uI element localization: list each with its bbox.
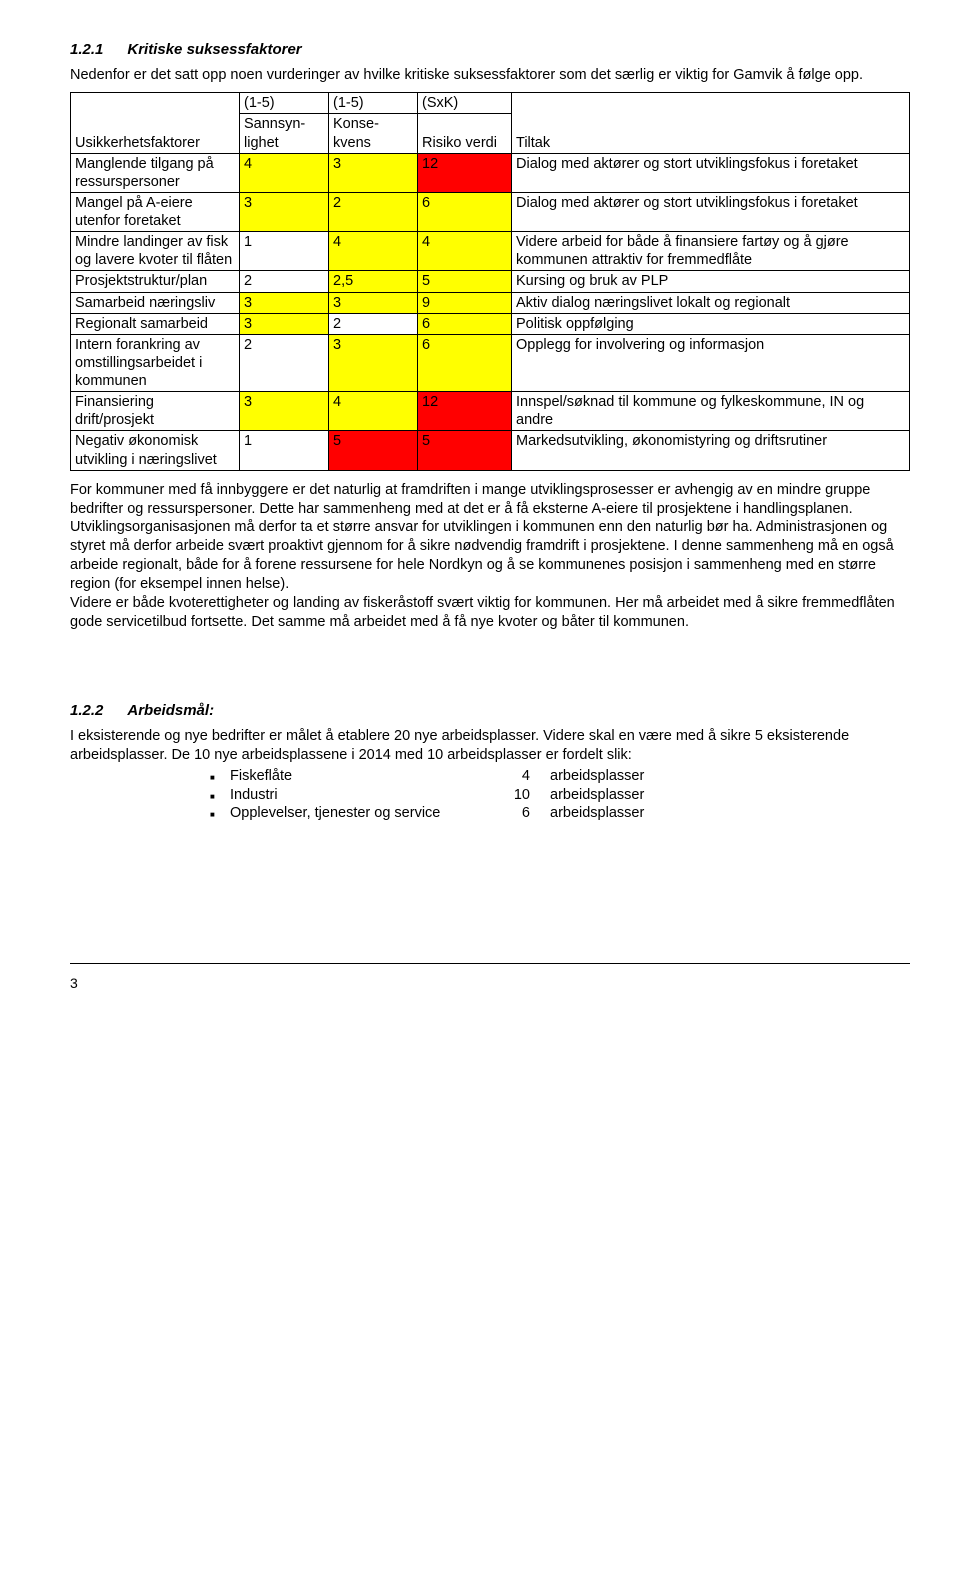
table-row: Mindre landinger av fisk og lavere kvote… <box>71 232 910 271</box>
bullet-list: ■Fiskeflåte4arbeidsplasser■Industri10arb… <box>210 767 910 824</box>
table-row: Samarbeid næringsliv339Aktiv dialog næri… <box>71 292 910 313</box>
table-row: Negativ økonomisk utvikling i næringsliv… <box>71 431 910 470</box>
table-cell: 3 <box>240 292 329 313</box>
table-cell: Regionalt samarbeid <box>71 313 240 334</box>
th-s3: (SxK) <box>418 93 512 114</box>
risk-table: Usikkerhetsfaktorer (1-5) (1-5) (SxK) Ti… <box>70 92 910 470</box>
table-cell: Mangel på A-eiere utenfor foretaket <box>71 192 240 231</box>
table-cell: Dialog med aktører og stort utviklingsfo… <box>512 153 910 192</box>
table-cell: Mindre landinger av fisk og lavere kvote… <box>71 232 240 271</box>
bullet-label: Opplevelser, tjenester og service <box>230 804 490 823</box>
table-cell: 5 <box>329 431 418 470</box>
table-cell: 5 <box>418 271 512 292</box>
th-usik: Usikkerhetsfaktorer <box>71 93 240 153</box>
table-cell: 3 <box>240 313 329 334</box>
section-heading: 1.2.1 Kritiske suksessfaktorer <box>70 40 910 60</box>
table-cell: Dialog med aktører og stort utviklingsfo… <box>512 192 910 231</box>
table-row: Mangel på A-eiere utenfor foretaket326Di… <box>71 192 910 231</box>
page-number: 3 <box>70 974 910 992</box>
table-cell: 2 <box>240 271 329 292</box>
list-item: ■Fiskeflåte4arbeidsplasser <box>210 767 910 786</box>
bullet-icon: ■ <box>210 792 230 802</box>
table-cell: Kursing og bruk av PLP <box>512 271 910 292</box>
table-cell: Manglende tilgang på ressurspersoner <box>71 153 240 192</box>
paragraph: Videre er både kvoterettigheter og landi… <box>70 594 910 632</box>
table-row: Finansiering drift/prosjekt3412Innspel/s… <box>71 392 910 431</box>
table-row: Intern forankring av omstillingsarbeidet… <box>71 334 910 391</box>
table-cell: Opplegg for involvering og informasjon <box>512 334 910 391</box>
table-cell: Politisk oppfølging <box>512 313 910 334</box>
table-cell: 2,5 <box>329 271 418 292</box>
bullet-number: 6 <box>490 804 550 823</box>
table-cell: 2 <box>329 313 418 334</box>
th-sann: Sannsyn-lighet <box>240 114 329 153</box>
table-cell: Markedsutvikling, økonomistyring og drif… <box>512 431 910 470</box>
table-cell: 3 <box>240 192 329 231</box>
table-cell: 4 <box>418 232 512 271</box>
section-number: 1.2.1 <box>70 40 103 60</box>
bullet-label: Fiskeflåte <box>230 767 490 786</box>
table-cell: 4 <box>329 392 418 431</box>
section-intro: Nedenfor er det satt opp noen vurderinge… <box>70 66 910 85</box>
th-kons: Konse-kvens <box>329 114 418 153</box>
bullet-number: 4 <box>490 767 550 786</box>
th-s1: (1-5) <box>240 93 329 114</box>
list-item: ■Opplevelser, tjenester og service6arbei… <box>210 804 910 823</box>
table-cell: 3 <box>240 392 329 431</box>
table-cell: Aktiv dialog næringslivet lokalt og regi… <box>512 292 910 313</box>
table-cell: Finansiering drift/prosjekt <box>71 392 240 431</box>
table-cell: 1 <box>240 431 329 470</box>
table-row: Prosjektstruktur/plan22,55Kursing og bru… <box>71 271 910 292</box>
section-intro: I eksisterende og nye bedrifter er målet… <box>70 727 910 765</box>
table-cell: 3 <box>329 153 418 192</box>
table-cell: 12 <box>418 392 512 431</box>
bullet-unit: arbeidsplasser <box>550 786 644 805</box>
table-cell: 9 <box>418 292 512 313</box>
table-cell: 1 <box>240 232 329 271</box>
bullet-icon: ■ <box>210 773 230 783</box>
section-heading: 1.2.2 Arbeidsmål: <box>70 701 910 721</box>
table-cell: Innspel/søknad til kommune og fylkeskomm… <box>512 392 910 431</box>
section-title: Arbeidsmål: <box>127 701 214 721</box>
bullet-unit: arbeidsplasser <box>550 767 644 786</box>
table-cell: 12 <box>418 153 512 192</box>
table-row: Manglende tilgang på ressurspersoner4312… <box>71 153 910 192</box>
bullet-number: 10 <box>490 786 550 805</box>
table-cell: Prosjektstruktur/plan <box>71 271 240 292</box>
bullet-unit: arbeidsplasser <box>550 804 644 823</box>
table-cell: 6 <box>418 334 512 391</box>
table-cell: Intern forankring av omstillingsarbeidet… <box>71 334 240 391</box>
table-cell: Videre arbeid for både å finansiere fart… <box>512 232 910 271</box>
table-cell: 4 <box>329 232 418 271</box>
th-tilt: Tiltak <box>512 93 910 153</box>
table-cell: Negativ økonomisk utvikling i næringsliv… <box>71 431 240 470</box>
table-cell: 2 <box>240 334 329 391</box>
table-cell: 6 <box>418 192 512 231</box>
paragraph: For kommuner med få innbyggere er det na… <box>70 481 910 594</box>
section-title: Kritiske suksessfaktorer <box>127 40 301 60</box>
table-cell: Samarbeid næringsliv <box>71 292 240 313</box>
bullet-icon: ■ <box>210 810 230 820</box>
th-s2: (1-5) <box>329 93 418 114</box>
th-risk: Risiko verdi <box>418 114 512 153</box>
bullet-label: Industri <box>230 786 490 805</box>
table-cell: 3 <box>329 292 418 313</box>
table-cell: 2 <box>329 192 418 231</box>
footer-rule <box>70 963 910 964</box>
table-cell: 4 <box>240 153 329 192</box>
list-item: ■Industri10arbeidsplasser <box>210 786 910 805</box>
table-cell: 6 <box>418 313 512 334</box>
table-cell: 3 <box>329 334 418 391</box>
section-number: 1.2.2 <box>70 701 103 721</box>
table-cell: 5 <box>418 431 512 470</box>
table-row: Regionalt samarbeid326Politisk oppfølgin… <box>71 313 910 334</box>
